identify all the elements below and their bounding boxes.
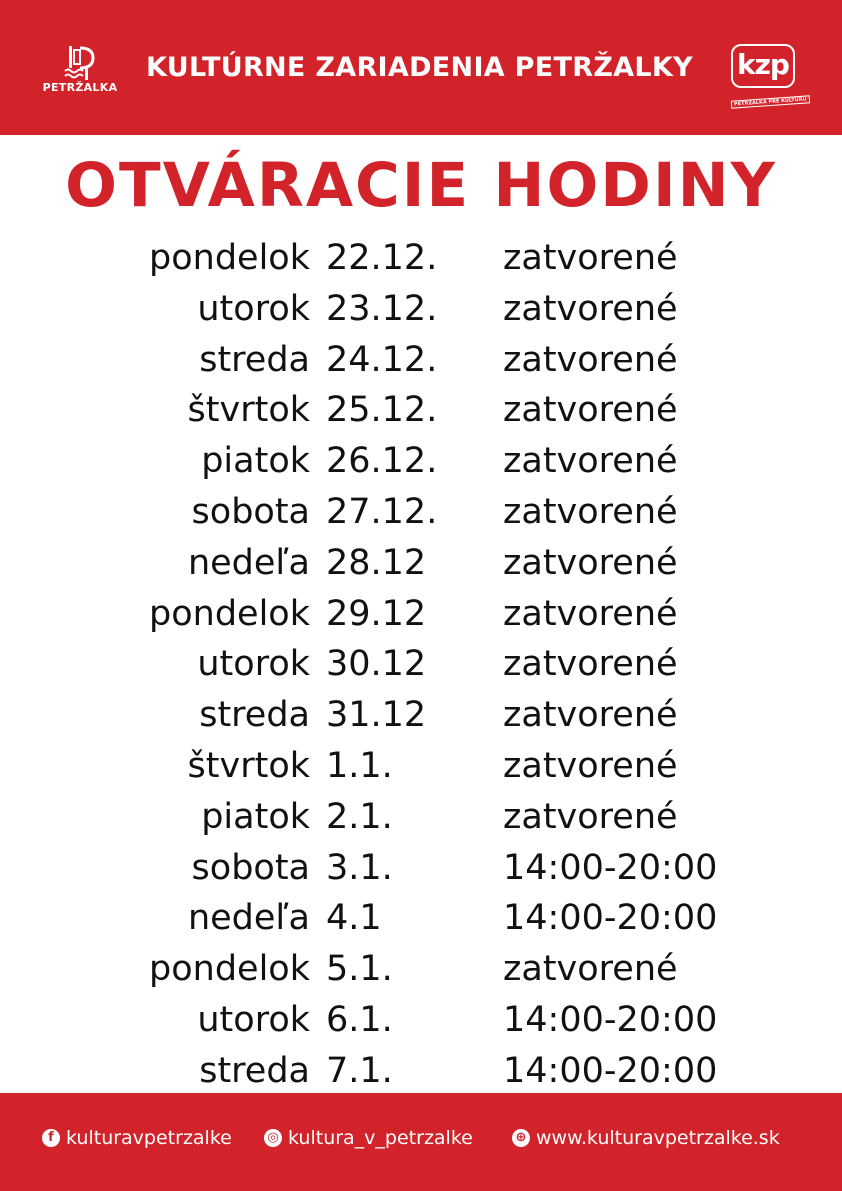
schedule-row: sobota 3.1. 14:00-20:00 — [0, 843, 842, 894]
kzp-logo-text: kzp — [731, 44, 795, 88]
schedule-row: pondelok 22.12. zatvorené — [0, 233, 842, 284]
day-label: pondelok — [149, 238, 310, 278]
day-label: nedeľa — [187, 898, 310, 939]
date-label: 28.12 — [326, 542, 427, 583]
date-label: 26.12. — [326, 441, 438, 482]
globe-icon: ⊕ — [512, 1129, 530, 1147]
date-label: 2.1. — [326, 796, 393, 837]
date-label: 24.12. — [326, 339, 438, 380]
status-label: 14:00-20:00 — [503, 898, 718, 939]
schedule-row: piatok 26.12. zatvorené — [0, 436, 842, 487]
date-label: 4.1 — [326, 898, 382, 939]
date-label: 25.12. — [326, 390, 438, 431]
day-label: streda — [199, 695, 310, 736]
date-label: 3.1. — [326, 847, 393, 888]
status-label: zatvorené — [503, 491, 678, 532]
date-label: 22.12. — [326, 238, 438, 278]
day-label: štvrtok — [187, 390, 310, 431]
date-label: 7.1. — [326, 1050, 393, 1091]
day-label: utorok — [197, 999, 310, 1040]
status-label: 14:00-20:00 — [503, 847, 718, 888]
facebook-icon: f — [42, 1129, 60, 1147]
day-label: utorok — [197, 288, 310, 329]
status-label: zatvorené — [503, 238, 678, 278]
day-label: pondelok — [149, 949, 310, 990]
kzp-logo: kzp PETRŽALKA PRE KULTÚRU — [730, 44, 810, 109]
status-label: zatvorené — [503, 949, 678, 990]
page-title: OTVÁRACIE HODINY — [65, 150, 777, 221]
status-label: 14:00-20:00 — [503, 999, 718, 1040]
date-label: 30.12 — [326, 644, 427, 685]
header-band: PETRŽALKA KULTÚRNE ZARIADENIA PETRŽALKY … — [0, 0, 842, 135]
status-label: zatvorené — [503, 441, 678, 482]
website-link[interactable]: ⊕ www.kulturavpetrzalke.sk — [512, 1127, 780, 1149]
petrzalka-logo-icon — [64, 46, 95, 80]
schedule-row: sobota 27.12. zatvorené — [0, 487, 842, 538]
date-label: 31.12 — [326, 695, 427, 736]
petrzalka-logo: PETRŽALKA — [40, 44, 120, 100]
schedule-row: utorok 30.12 zatvorené — [0, 639, 842, 690]
status-label: zatvorené — [503, 288, 678, 329]
kzp-logo-subtitle: PETRŽALKA PRE KULTÚRU — [730, 95, 810, 109]
schedule-row: štvrtok 1.1. zatvorené — [0, 741, 842, 792]
date-label: 29.12 — [326, 593, 427, 634]
schedule-row: streda 7.1. 14:00-20:00 — [0, 1046, 842, 1097]
schedule-row: utorok 6.1. 14:00-20:00 — [0, 995, 842, 1046]
schedule-row: pondelok 5.1. zatvorené — [0, 944, 842, 995]
website-label: www.kulturavpetrzalke.sk — [536, 1127, 780, 1149]
schedule-row: streda 31.12 zatvorené — [0, 690, 842, 741]
day-label: piatok — [201, 796, 310, 837]
schedule-row: streda 24.12. zatvorené — [0, 335, 842, 386]
date-label: 27.12. — [326, 491, 438, 532]
facebook-link[interactable]: f kulturavpetrzalke — [42, 1127, 232, 1149]
status-label: zatvorené — [503, 542, 678, 583]
schedule-row: piatok 2.1. zatvorené — [0, 792, 842, 843]
day-label: pondelok — [149, 593, 310, 634]
instagram-icon: ◎ — [264, 1129, 282, 1147]
status-label: zatvorené — [503, 593, 678, 634]
schedule-list: pondelok 22.12. zatvorené utorok 23.12. zatvo… — [0, 233, 842, 1097]
date-label: 23.12. — [326, 288, 438, 329]
status-label: zatvorené — [503, 745, 678, 786]
facebook-label: kulturavpetrzalke — [66, 1127, 232, 1149]
status-label: zatvorené — [503, 390, 678, 431]
day-label: štvrtok — [187, 745, 310, 786]
schedule-row: utorok 23.12. zatvorené — [0, 284, 842, 335]
status-label: 14:00-20:00 — [503, 1050, 718, 1091]
status-label: zatvorené — [503, 695, 678, 736]
status-label: zatvorené — [503, 796, 678, 837]
day-label: utorok — [197, 644, 310, 685]
instagram-label: kultura_v_petrzalke — [288, 1127, 473, 1149]
day-label: streda — [199, 1050, 310, 1091]
day-label: piatok — [201, 441, 310, 482]
footer-band: f kulturavpetrzalke ◎ kultura_v_petrzalk… — [0, 1093, 842, 1191]
date-label: 5.1. — [326, 949, 393, 990]
status-label: zatvorené — [503, 644, 678, 685]
schedule-row: pondelok 29.12 zatvorené — [0, 589, 842, 640]
date-label: 6.1. — [326, 999, 393, 1040]
status-label: zatvorené — [503, 339, 678, 380]
day-label: nedeľa — [187, 542, 310, 583]
day-label: sobota — [191, 491, 310, 532]
date-label: 1.1. — [326, 745, 393, 786]
schedule-row: štvrtok 25.12. zatvorené — [0, 385, 842, 436]
org-title: KULTÚRNE ZARIADENIA PETRŽALKY — [146, 52, 693, 83]
schedule-row: nedeľa 4.1 14:00-20:00 — [0, 893, 842, 944]
instagram-link[interactable]: ◎ kultura_v_petrzalke — [264, 1127, 473, 1149]
petrzalka-logo-text: PETRŽALKA — [42, 81, 118, 94]
day-label: sobota — [191, 847, 310, 888]
day-label: streda — [199, 339, 310, 380]
schedule-row: nedeľa 28.12 zatvorené — [0, 538, 842, 589]
